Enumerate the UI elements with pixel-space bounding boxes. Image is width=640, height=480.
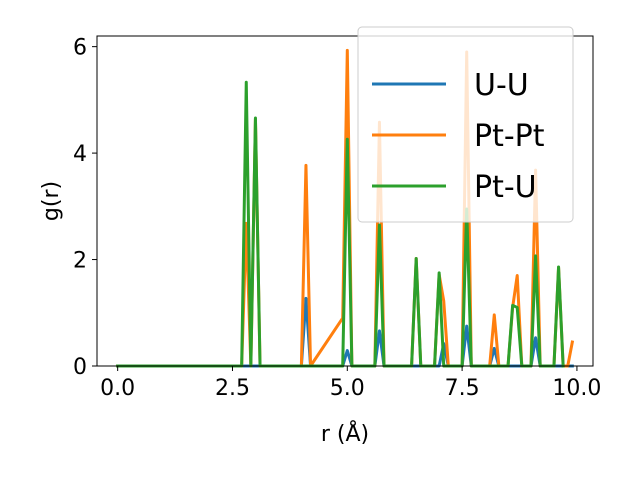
y-tick-label: 0 xyxy=(73,355,87,380)
legend: U-U Pt-Pt Pt-U xyxy=(357,26,574,223)
legend-box xyxy=(357,26,574,223)
x-axis-label: r (Å) xyxy=(321,420,369,447)
y-axis: 0 2 4 6 xyxy=(73,36,97,380)
x-axis: 0.0 2.5 5.0 7.5 10.0 xyxy=(100,366,601,401)
plot-frame xyxy=(96,35,594,367)
y-tick-label: 6 xyxy=(73,36,87,61)
y-tick-label: 2 xyxy=(73,249,87,274)
x-tick-label: 5.0 xyxy=(330,376,365,401)
legend-label-u-u: U-U xyxy=(474,68,529,103)
legend-label-pt-u: Pt-U xyxy=(474,170,537,205)
legend-label-pt-pt: Pt-Pt xyxy=(474,119,545,154)
x-tick-label: 10.0 xyxy=(552,376,601,401)
x-tick-label: 2.5 xyxy=(215,376,250,401)
x-tick-label: 7.5 xyxy=(445,376,480,401)
y-axis-label: g(r) xyxy=(39,181,64,221)
y-tick-label: 4 xyxy=(73,142,87,167)
series-line-pt-pt xyxy=(116,48,575,368)
x-tick-label: 0.0 xyxy=(100,376,135,401)
